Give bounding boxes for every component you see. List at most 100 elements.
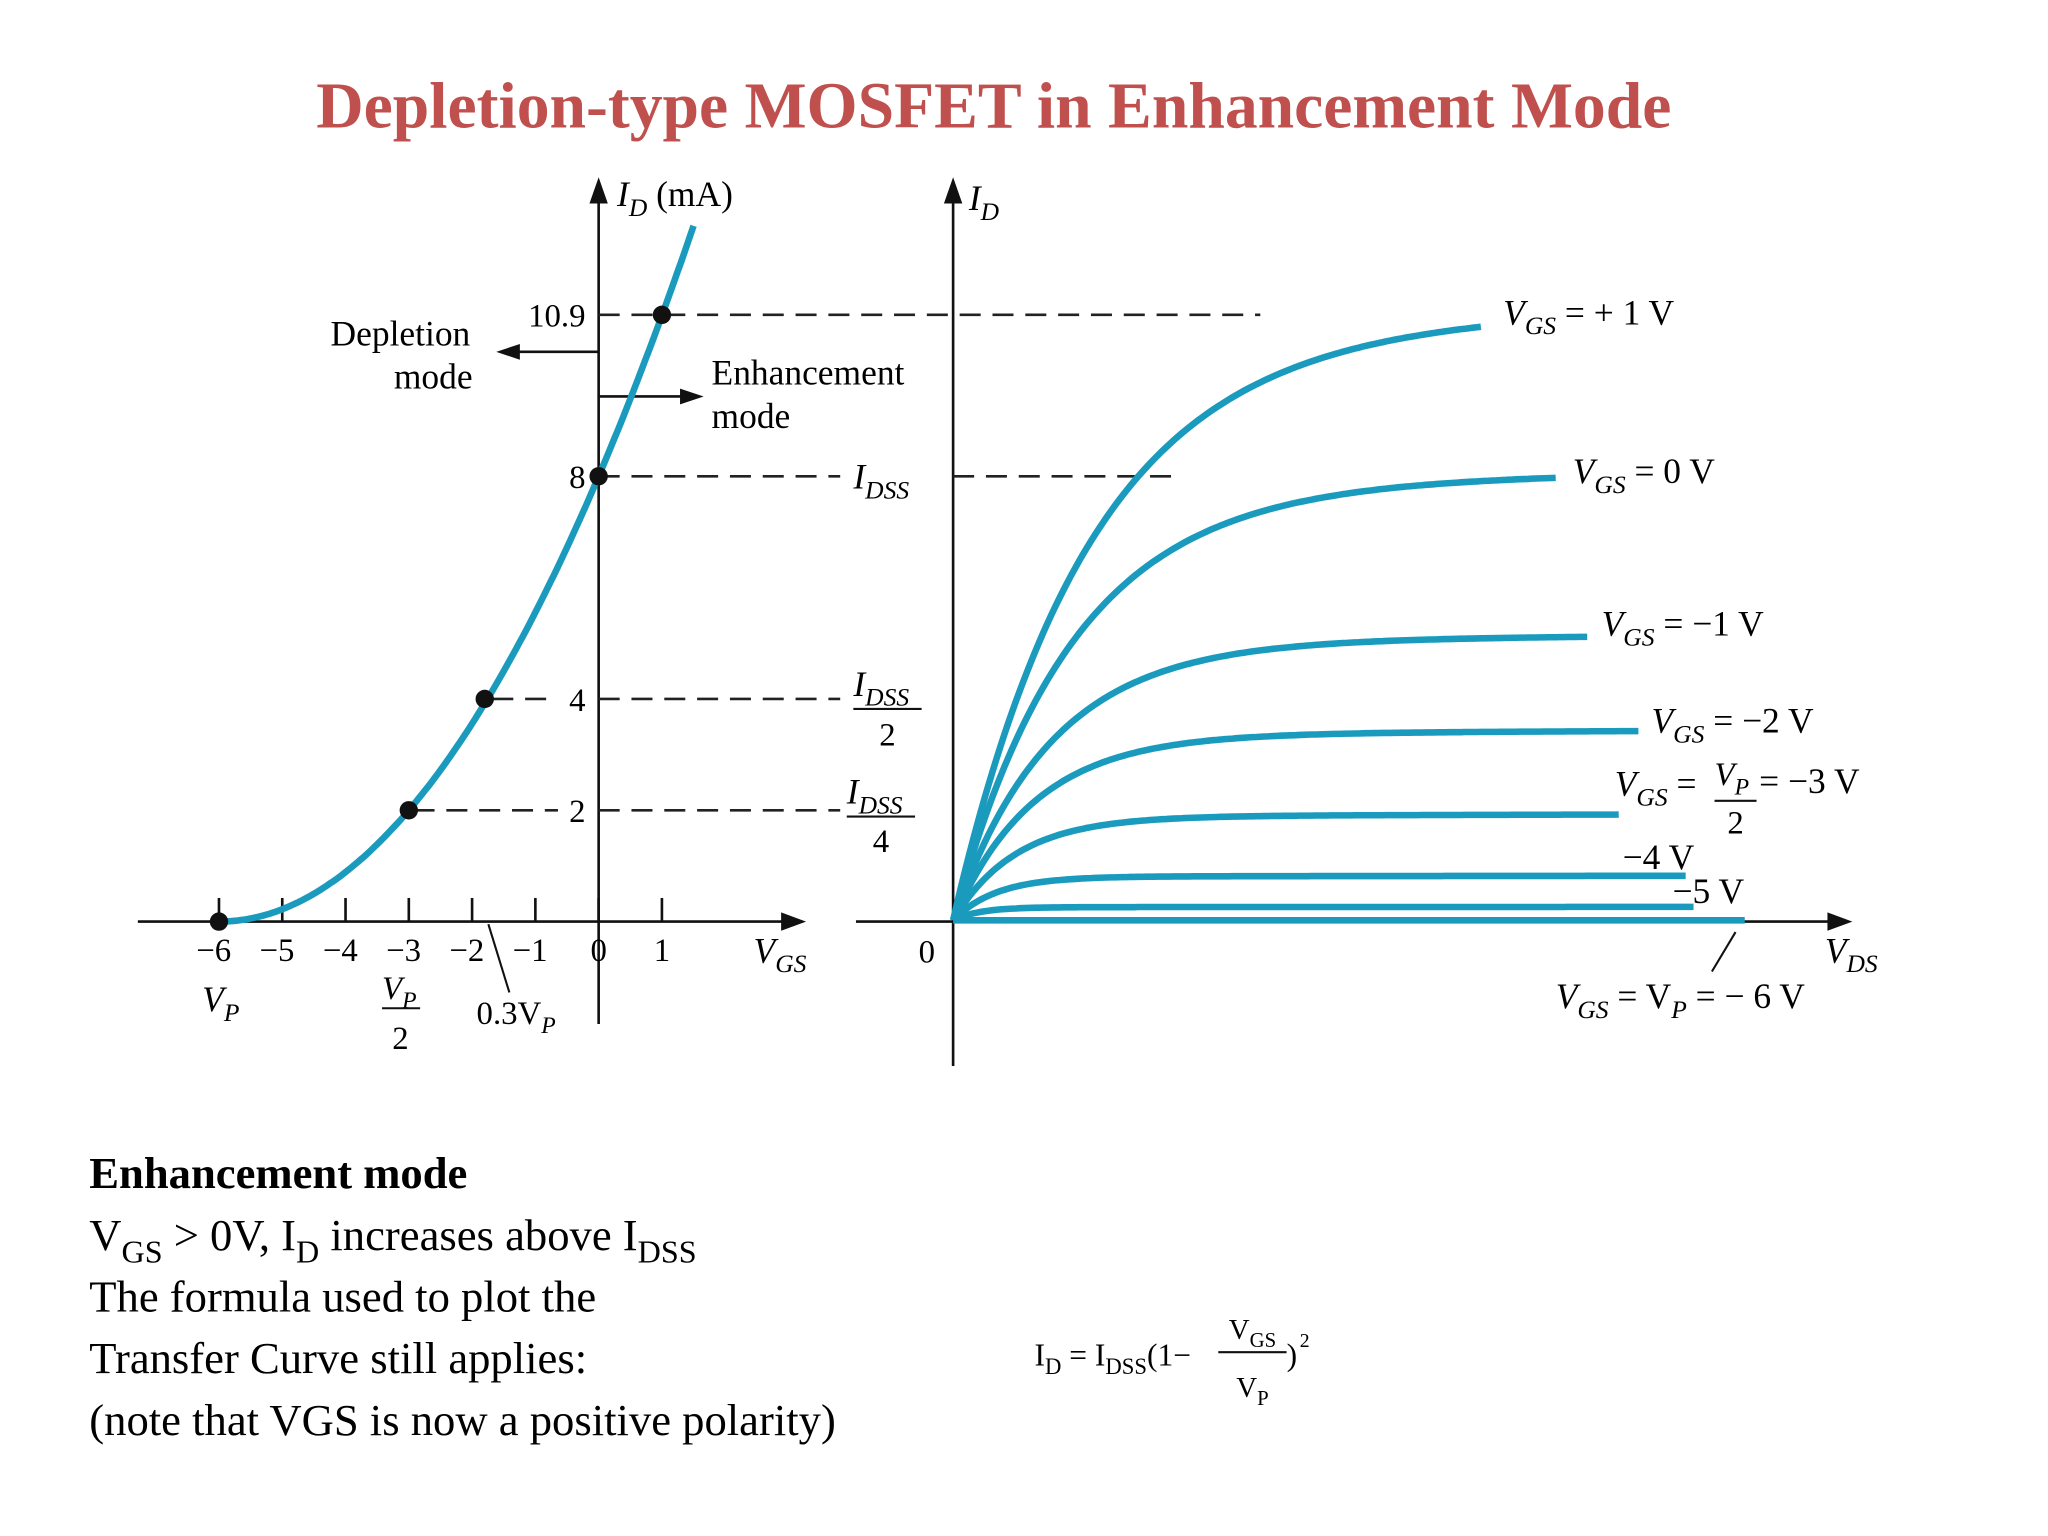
idss-label: IDSS [852, 456, 909, 504]
drain-curve [951, 903, 1694, 924]
idss-label-den: 4 [873, 824, 889, 860]
point [399, 801, 419, 820]
depletion-label: mode [394, 357, 473, 397]
text-segment: > 0V, I [163, 1210, 296, 1260]
text-segment: (note that VGS is now a positive polarit… [89, 1395, 836, 1445]
enhancement-label: mode [712, 396, 791, 436]
x-tick-label: −3 [386, 933, 421, 969]
curve-label: −4 V [1623, 837, 1695, 877]
origin-label: 0 [919, 934, 935, 970]
subscript: GS [1673, 719, 1704, 748]
curve-label: = −3 V [1759, 761, 1860, 801]
curve-label: VGS = −1 V [1602, 603, 1764, 651]
text-segment: = 0 V [1626, 451, 1716, 491]
formula: ID = IDSS(1− [1035, 1337, 1192, 1379]
x-tick-label: −6 [196, 933, 231, 969]
text-segment: I [846, 771, 861, 811]
subscript: GS [1623, 622, 1654, 651]
subscript: D [628, 193, 648, 222]
text-segment: V [1615, 764, 1641, 804]
subscript: P [1734, 774, 1749, 800]
text-segment: I [968, 178, 983, 218]
text-segment: V [382, 971, 406, 1007]
text-segment: I [1035, 1337, 1046, 1372]
point [475, 689, 494, 709]
text-segment: = + 1 V [1556, 292, 1674, 332]
leader [487, 923, 511, 993]
x-tick-label: 0 [590, 933, 606, 969]
text-segment: (1− [1147, 1337, 1191, 1372]
heading: Enhancement mode [89, 1148, 467, 1198]
text-segment: increases above I [319, 1210, 637, 1260]
arrow [589, 177, 608, 204]
text-line: (note that VGS is now a positive polarit… [89, 1395, 836, 1445]
transfer-curve [218, 224, 697, 925]
subscript: GS [1577, 995, 1608, 1024]
text-segment: = [1668, 764, 1697, 804]
point [209, 912, 229, 931]
subscript: DSS [858, 790, 903, 819]
curve-label: VGS = + 1 V [1503, 292, 1674, 340]
drain-curve [950, 872, 1686, 923]
text-segment: I [852, 456, 867, 496]
arrow [943, 177, 963, 204]
drain-curve [949, 323, 1482, 922]
vp-label: VP [202, 979, 239, 1027]
curve-label: VGS = [1615, 764, 1697, 812]
text-line: Transfer Curve still applies: [89, 1333, 587, 1383]
x-tick-label: 1 [654, 933, 670, 969]
text-segment: V [1652, 701, 1678, 741]
text-segment: V [1236, 1372, 1257, 1404]
arrow [781, 912, 807, 931]
x-tick-label: −4 [323, 933, 358, 969]
x-tick-label: −2 [449, 933, 484, 969]
drain-curve [949, 474, 1556, 922]
text-segment: V [89, 1210, 121, 1260]
curve-label: VGS = 0 V [1573, 451, 1715, 499]
curve-label-num: VP [1715, 757, 1749, 800]
arrow [496, 343, 520, 360]
leader [1711, 931, 1737, 973]
y-tick-label: 2 [569, 794, 585, 830]
idss-label-den: 2 [879, 718, 895, 754]
subscript: P [1670, 995, 1687, 1024]
text-segment: = I [1061, 1337, 1105, 1372]
text-segment: V [1229, 1314, 1250, 1346]
y-tick-label: 8 [569, 460, 585, 496]
formula-num: VGS [1229, 1314, 1276, 1352]
text-segment: V [1715, 757, 1739, 793]
text-line: VGS > 0V, ID increases above IDSS [89, 1210, 696, 1269]
subscript: GS [122, 1233, 163, 1269]
subscript: GS [1594, 470, 1625, 499]
subscript: GS [775, 949, 806, 978]
vp03-label: 0.3VP [477, 996, 556, 1039]
text-segment: = − 6 V [1687, 976, 1805, 1016]
text-segment: (mA) [647, 174, 733, 214]
text-segment: I [852, 664, 867, 704]
title: Depletion-type MOSFET in Enhancement Mod… [316, 70, 1671, 142]
depletion-label: Depletion [331, 313, 471, 353]
drain-curve [950, 633, 1588, 922]
formula-close: ) [1287, 1337, 1298, 1372]
text-segment: = V [1609, 976, 1672, 1016]
subscript: DS [1845, 949, 1877, 978]
enhancement-label: Enhancement [712, 353, 905, 393]
subscript: D [1045, 1354, 1061, 1379]
formula-exp: 2 [1300, 1330, 1310, 1352]
curve-label: VGS = −2 V [1652, 701, 1814, 749]
curve-label-den: 2 [1727, 806, 1743, 842]
y-axis-label: ID (mA) [616, 174, 733, 222]
subscript: DSS [638, 1233, 697, 1269]
subscript: GS [1636, 782, 1667, 811]
arrow [680, 388, 704, 405]
subscript: P [1257, 1387, 1269, 1410]
idss-label: IDSS [846, 771, 903, 819]
text-segment: 0.3V [477, 996, 542, 1032]
text-segment: = −2 V [1704, 701, 1814, 741]
drain-curve [950, 727, 1639, 922]
subscript: DSS [864, 475, 909, 504]
x-axis-label: VDS [1825, 930, 1878, 978]
drain-curve [950, 811, 1619, 923]
